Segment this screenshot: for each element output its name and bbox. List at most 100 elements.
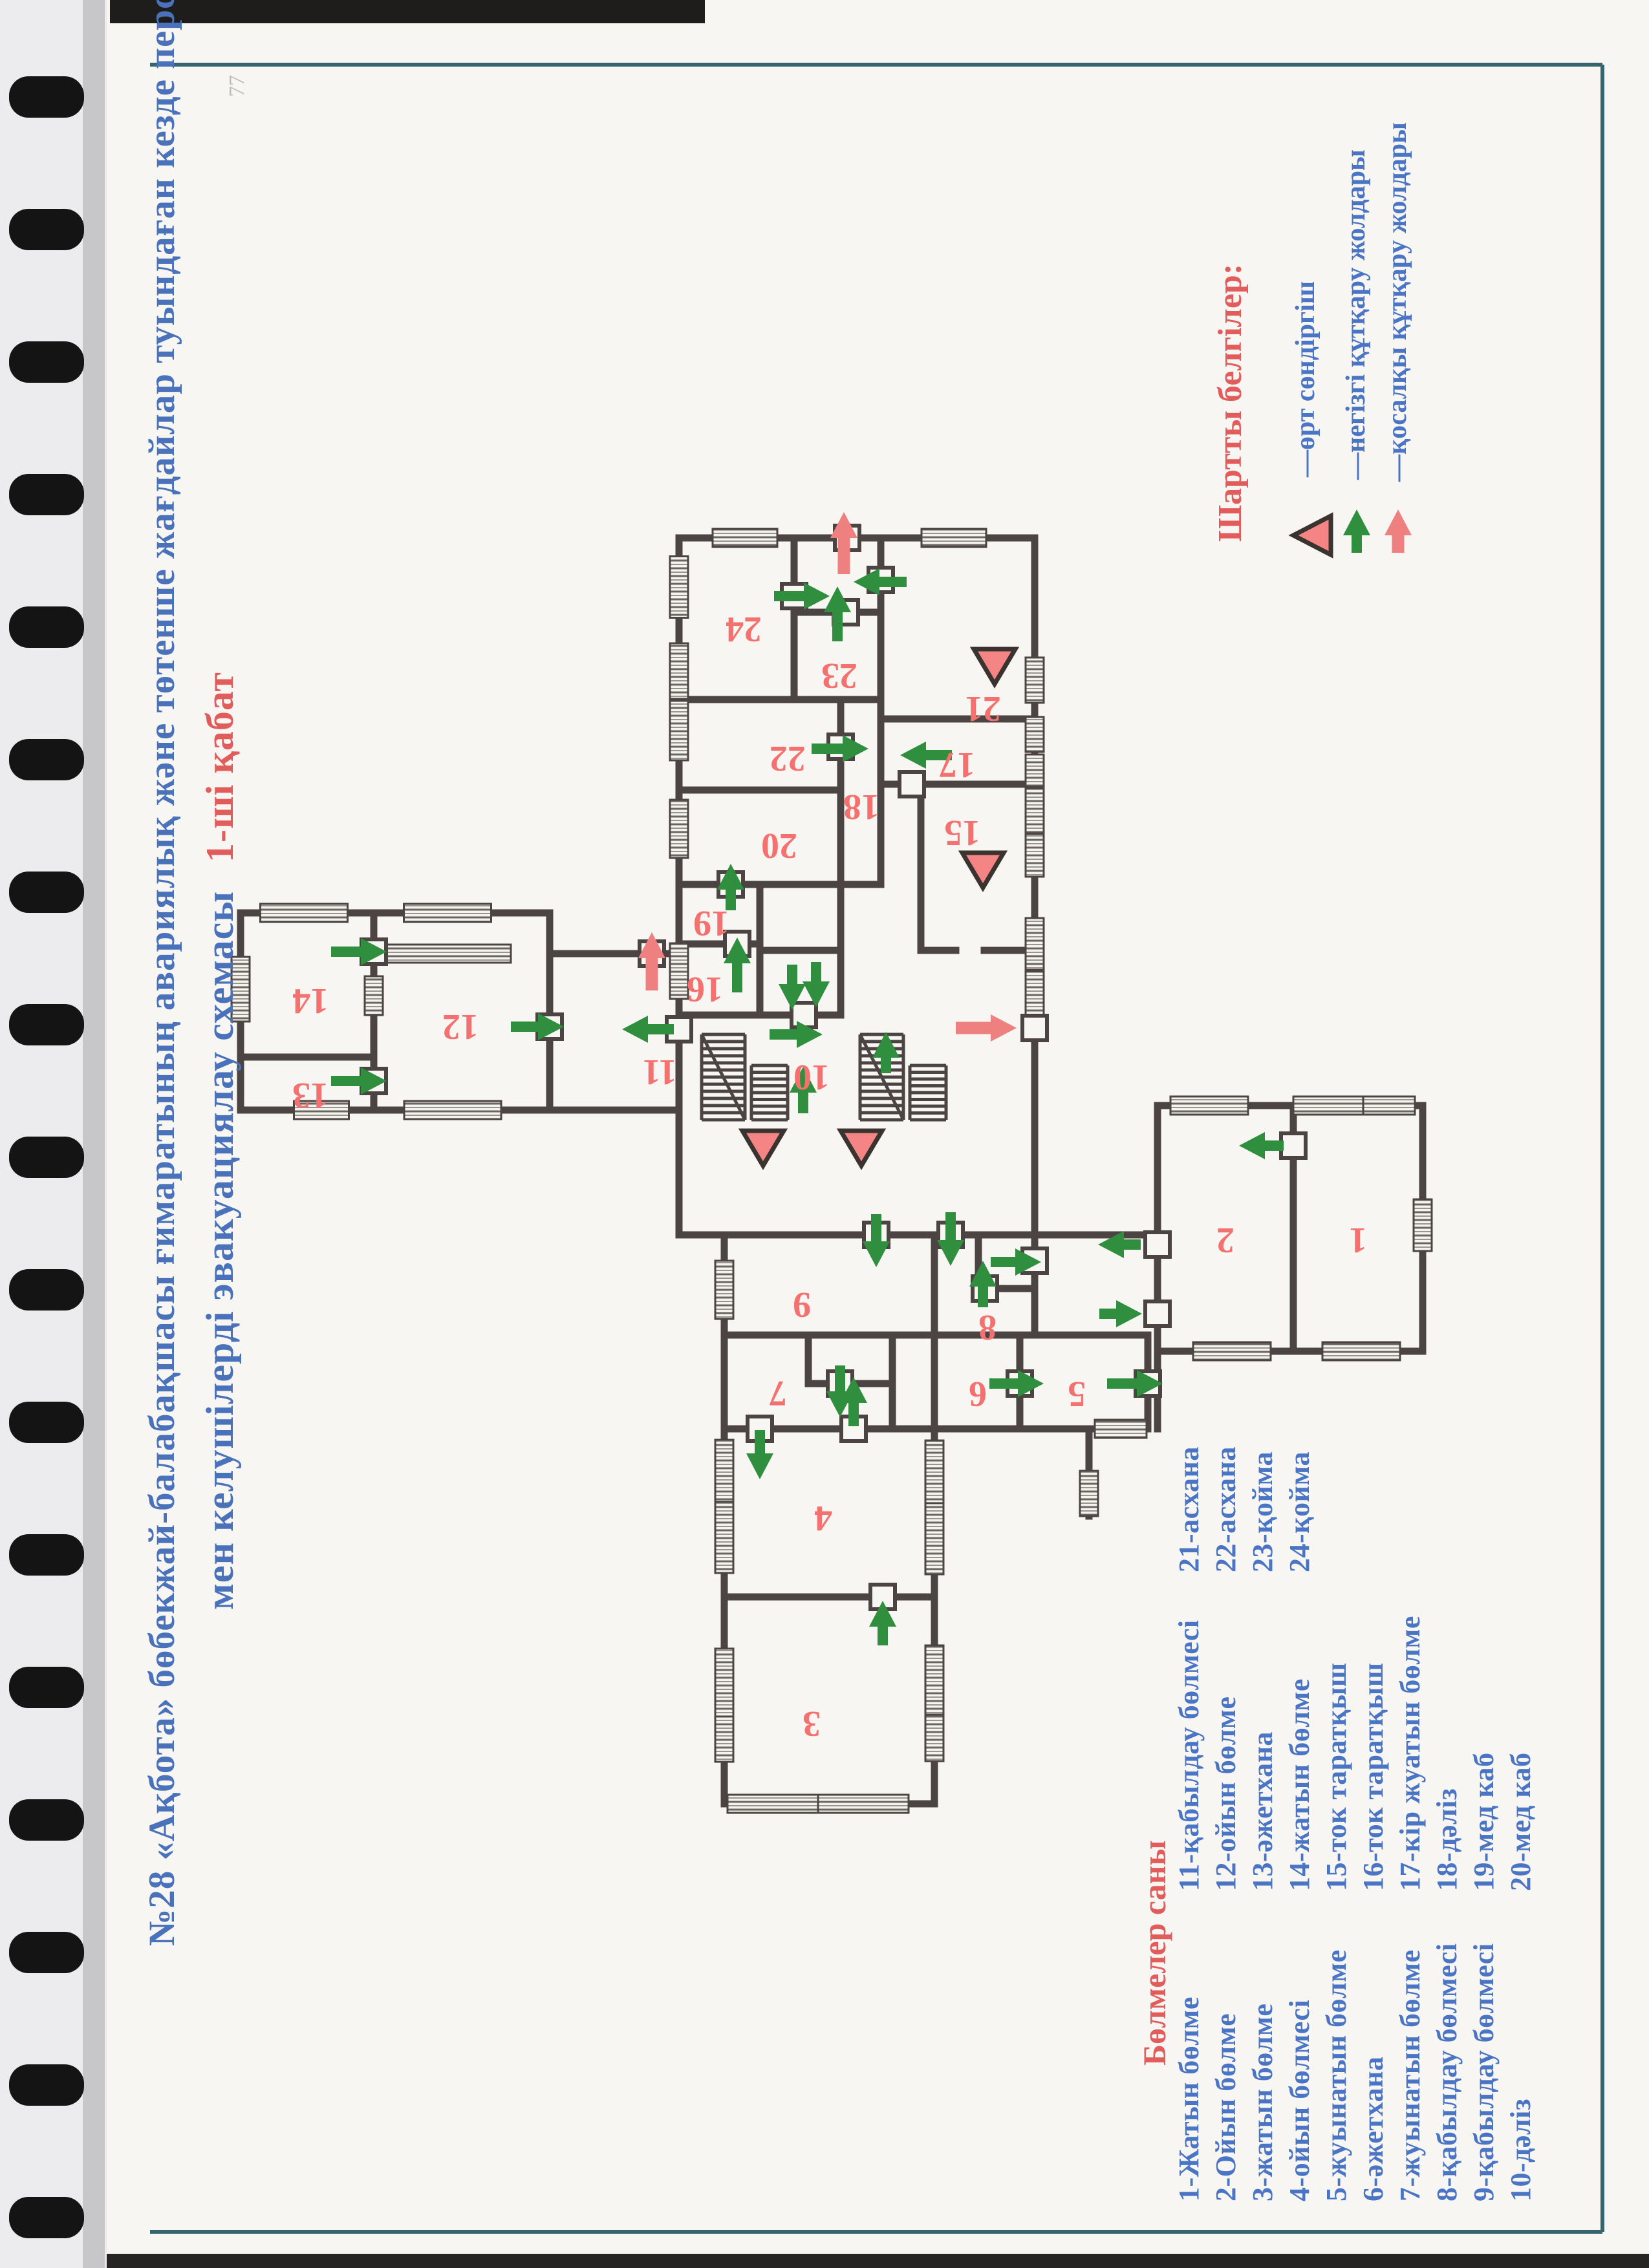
escape-route-arrow-icon [863,1214,890,1267]
arrow-head [1137,1370,1163,1397]
binding-ring [9,76,84,118]
room-list-item-1: 1-Жатын бөлме [1173,1996,1205,2201]
escape-route-arrow-icon [770,1021,823,1048]
door-icon [1020,1014,1049,1042]
escape-route-arrow-icon [774,583,830,610]
escape-route-arrow-icon [869,1601,896,1645]
room-list-item-11: 11-қабылдау бөлмесі [1173,1620,1205,1891]
escape-route-arrow-icon [969,1261,997,1307]
pencil-mark: 77 [225,75,249,97]
arrow-head [1385,509,1412,535]
room-number-label: 15 [944,813,980,853]
room-number-label: 16 [687,969,723,1009]
room-list-item-24: 24-қойма [1284,1451,1315,1572]
window-icon [1094,1418,1148,1439]
window-icon [1169,1095,1249,1116]
arrow-head [843,735,868,762]
window-icon [924,1644,945,1718]
window-icon [403,1100,502,1120]
title-line1-text: №28 «Ақбота» бөбекжай-балабақшасы ғимара… [142,0,182,1946]
room-number-label: 19 [693,903,729,943]
binding-ring [9,739,84,780]
arrow-head [797,1021,823,1048]
room-list-item-15: 15-ток таратқыш [1320,1662,1352,1891]
room-number-label: 17 [939,745,975,785]
room-list-item-9: 9-қабылдау бөлмесі [1468,1943,1500,2201]
room-list-item-17: 17-кір жуатын бөлме [1394,1616,1426,1891]
arrow-head [622,1016,648,1043]
escape-route-arrow-icon [746,1430,773,1479]
evacuation-arrows-group [331,509,1412,1645]
exit-route-arrow-icon [830,512,857,574]
window-icon [924,1713,945,1762]
room-number-label: 2 [1216,1220,1234,1260]
window-icon [380,943,512,964]
room-list-item-23: 23-қойма [1247,1451,1278,1572]
binding-ring [9,1402,84,1443]
escape-route-arrow-icon [717,864,744,910]
arrow-head [779,984,806,1010]
window-icon [1292,1095,1372,1116]
window-icon [714,1259,735,1320]
fire-extinguisher-icon [958,850,1008,892]
legend-item-fire-extinguisher: —өрт сөндіргіш [1291,281,1320,477]
window-icon [1362,1095,1416,1116]
window-icon [1024,656,1045,704]
window-icon [1412,1198,1433,1252]
scan-top-edge [110,0,705,23]
window-icon [714,1501,735,1574]
room-number-label: 22 [770,738,806,778]
title-line2-blue: мен келушілерді эвакуациялау схемасы [199,890,241,1610]
window-icon [230,956,251,1023]
room-number-label: 10 [793,1057,830,1097]
room-list-item-4: 4-ойын бөлмесі [1284,1999,1315,2201]
window-icon [669,798,689,859]
arrow-head [790,1067,817,1093]
room-number-label: 6 [969,1374,987,1414]
room-list-item-7: 7-жуынатын бөлме [1394,1949,1426,2201]
exit-route-arrow-icon [956,1014,1017,1042]
room-list-item-12: 12-ойын бөлме [1210,1696,1242,1891]
binding-ring [9,2064,84,2106]
window-icon [1024,716,1045,753]
room-number-label: 20 [761,826,797,866]
window-icon [714,1647,735,1721]
arrow-head [1116,1300,1142,1327]
room-list-item-13: 13-әжетхана [1247,1731,1278,1891]
escape-route-arrow-icon [511,1013,564,1040]
binding-ring [9,209,84,250]
exit-route-arrow-icon [638,932,665,990]
arrow-head [900,742,926,769]
escape-route-arrow-icon [812,735,868,762]
arrow-head [1015,1248,1041,1276]
room-number-label: 9 [793,1285,811,1325]
window-icon [1024,970,1045,1022]
escape-route-arrow-icon [724,937,751,992]
room-list-item-19: 19-мед каб [1468,1752,1500,1891]
window-icon [259,903,349,923]
room-number-label: 11 [643,1052,677,1092]
window-icon [1192,1341,1272,1362]
arrow-head [1098,1231,1124,1258]
escape-route-arrow-icon [331,1067,387,1095]
room-number-label: 24 [726,609,762,649]
escape-route-arrow-icon [1099,1300,1142,1327]
binding-ring [9,1667,84,1708]
escape-route-arrow-icon [840,1377,867,1426]
window-icon [817,1793,910,1814]
escape-route-arrow-icon [989,1370,1044,1397]
exit-route-arrow-icon [1385,509,1412,553]
window-icon [669,942,689,1000]
fire-extinguisher-triangles-group [738,512,1333,1170]
room-number-label: 12 [442,1007,479,1047]
room-list-item-20: 20-мед каб [1505,1752,1536,1891]
binding-ring [9,606,84,648]
legend-heading: Шартты белгілер: [1212,263,1249,542]
binding-ring [9,872,84,913]
binding-ring [9,1269,84,1311]
escape-route-arrow-icon [854,568,907,595]
arrow-head [717,864,744,890]
arrow-head [538,1013,564,1040]
window-icon [711,528,779,548]
